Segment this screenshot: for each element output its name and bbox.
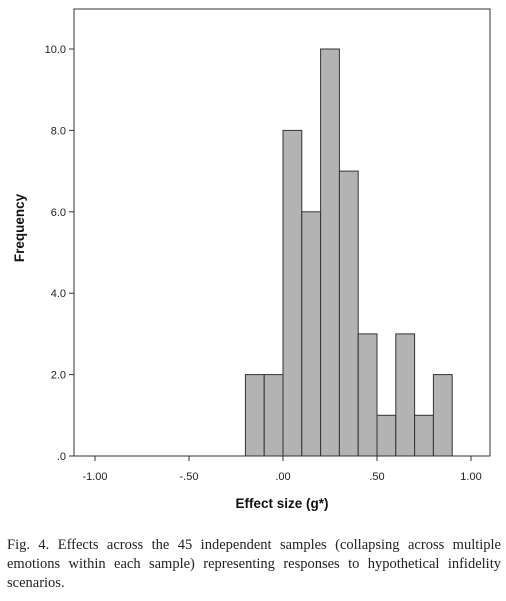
figure-caption: Fig. 4. Effects across the 45 independen… xyxy=(7,537,501,591)
histogram-bar xyxy=(395,333,416,457)
histogram-bar xyxy=(263,374,284,457)
x-axis: -1.00 -.50 .00 .50 1.00 xyxy=(82,456,482,483)
x-tick-label: -1.00 xyxy=(82,471,107,483)
x-tick-label: .00 xyxy=(275,471,290,483)
y-tick-label: 4.0 xyxy=(51,288,66,300)
y-tick-label: 6.0 xyxy=(51,207,66,219)
y-tick-label: 10.0 xyxy=(45,44,66,56)
histogram-bar xyxy=(357,333,378,457)
histogram-bar xyxy=(376,414,397,457)
y-tick-label: 2.0 xyxy=(51,370,66,382)
y-axis: .0 2.0 4.0 6.0 8.0 10.0 xyxy=(45,44,74,463)
y-tick-label: 8.0 xyxy=(51,125,66,137)
histogram-chart: .0 2.0 4.0 6.0 8.0 10.0 -1.00 -.50 .00 .50 1.00 E… xyxy=(12,8,491,511)
x-tick-label: 1.00 xyxy=(460,471,481,483)
x-tick-label: -.50 xyxy=(180,471,199,483)
bars-group xyxy=(244,48,453,457)
histogram-bar xyxy=(338,170,359,457)
histogram-bar xyxy=(301,211,322,457)
histogram-bar xyxy=(244,374,265,457)
histogram-bar xyxy=(414,414,434,457)
x-tick-label: .50 xyxy=(369,471,384,483)
y-tick-label: .0 xyxy=(57,451,66,463)
histogram-bar xyxy=(432,374,453,457)
histogram-bar xyxy=(320,48,340,457)
x-axis-title: Effect size (g*) xyxy=(235,496,328,511)
y-axis-title: Frequency xyxy=(12,193,27,262)
histogram-bar xyxy=(282,129,303,457)
